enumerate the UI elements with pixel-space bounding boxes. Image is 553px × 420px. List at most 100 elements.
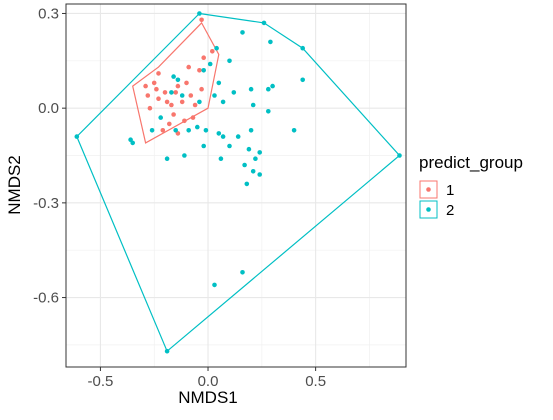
point-group-2 [244,181,250,187]
point-group-2 [257,172,263,177]
point-group-1 [199,17,204,23]
point-group-1 [186,64,191,70]
point-group-2 [197,11,202,16]
point-group-1 [188,93,194,98]
point-group-2 [300,77,306,83]
point-group-2 [220,99,226,105]
point-group-2 [214,45,219,51]
point-group-2 [257,150,263,155]
point-group-2 [235,134,241,139]
legend-title: predict_group [419,153,523,172]
point-group-2 [212,93,217,98]
point-group-2 [171,74,176,79]
point-group-1 [210,49,215,54]
point-group-2 [250,102,256,108]
point-group-1 [156,96,161,101]
point-group-1 [175,83,181,89]
point-group-2 [207,61,213,67]
point-group-2 [397,153,402,158]
point-group-2 [212,282,217,288]
point-group-2 [201,68,206,73]
legend-key-point-1 [426,187,431,192]
point-group-2 [220,134,226,139]
point-group-2 [164,348,170,354]
point-group-1 [190,115,196,120]
point-group-2 [266,109,271,114]
y-tick-label: 0.0 [38,100,59,117]
x-axis-title: NMDS1 [178,388,238,407]
point-group-2 [250,169,256,174]
point-group-2 [158,115,163,120]
point-group-1 [199,86,204,92]
point-group-1 [164,99,170,105]
point-group-2 [266,86,271,92]
point-group-2 [261,20,267,26]
point-group-2 [130,140,135,146]
point-group-2 [195,124,200,130]
y-axis-title: NMDS2 [5,155,24,215]
point-group-2 [175,77,181,83]
point-group-2 [268,39,273,45]
point-group-2 [300,45,306,51]
point-group-2 [179,93,185,98]
point-group-2 [253,156,258,161]
point-group-2 [242,162,247,168]
point-group-1 [179,99,185,105]
point-group-2 [246,146,252,152]
point-group-2 [201,143,206,149]
point-group-1 [197,68,202,73]
point-group-2 [248,128,254,133]
point-group-1 [156,71,161,76]
point-group-2 [240,270,245,275]
point-group-1 [182,118,187,124]
point-group-1 [154,86,159,92]
point-group-2 [173,128,178,133]
point-group-2 [270,83,275,89]
point-group-2 [169,90,174,95]
x-tick-label: 0.0 [198,373,219,390]
y-tick-label: 0.3 [38,5,59,22]
legend-label-2: 2 [446,202,454,219]
point-group-1 [192,102,198,108]
legend: predict_group 1 2 [419,153,523,219]
point-group-2 [149,128,155,133]
point-group-2 [216,80,222,86]
point-group-2 [74,134,80,139]
point-group-2 [164,156,170,161]
point-group-2 [248,86,254,92]
point-group-1 [201,55,206,60]
y-tick-label: -0.3 [33,195,59,212]
hull-group-1 [132,21,220,144]
point-group-1 [169,102,174,108]
point-group-1 [171,112,176,117]
point-group-2 [231,90,237,95]
point-group-1 [145,93,151,98]
point-group-2 [186,128,191,133]
point-group-2 [227,58,232,64]
panel-border [65,3,407,368]
x-tick-label: 0.5 [305,373,326,390]
point-group-1 [143,83,148,89]
y-tick-label: -0.6 [33,290,59,307]
point-group-1 [167,121,172,127]
point-group-2 [182,153,187,158]
point-group-1 [160,128,166,133]
point-group-2 [203,128,209,133]
point-group-1 [184,80,189,86]
point-group-2 [197,99,202,105]
plot-panel [66,4,406,367]
x-tick-label: -0.5 [88,373,114,390]
point-group-2 [218,156,224,161]
legend-label-1: 1 [446,182,454,199]
legend-key-point-2 [426,207,431,212]
point-group-2 [216,131,222,136]
point-group-1 [173,90,178,95]
point-group-1 [162,90,168,95]
point-group-1 [147,105,153,111]
point-group-2 [227,143,232,149]
point-group-2 [291,128,297,133]
point-group-1 [151,80,157,86]
point-group-2 [240,30,245,35]
